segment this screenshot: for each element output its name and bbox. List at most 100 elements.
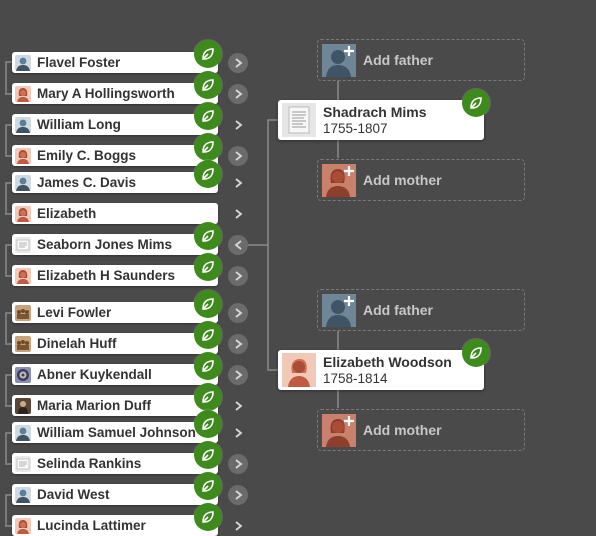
ancestor-name: Mary A Hollingsworth (37, 86, 175, 101)
male-silhouette-icon (322, 44, 356, 77)
ancestor-card-maria-marion-duff[interactable]: Maria Marion Duff (12, 395, 218, 416)
person-card-elizabeth-woodson[interactable]: Elizabeth Woodson 1758-1814 (278, 350, 484, 390)
hint-leaf-icon[interactable] (194, 352, 222, 380)
ancestor-card-william-long[interactable]: William Long (12, 114, 218, 135)
hint-leaf-icon[interactable] (194, 410, 222, 438)
ancestor-name: Seaborn Jones Mims (37, 237, 173, 252)
ancestor-name: Selinda Rankins (37, 456, 142, 471)
male-silhouette-icon (15, 174, 31, 191)
hint-leaf-icon[interactable] (194, 472, 222, 500)
ancestor-name: Levi Fowler (37, 305, 112, 320)
hint-leaf-icon[interactable] (462, 89, 490, 117)
ancestor-name: Abner Kuykendall (37, 367, 152, 382)
ancestor-name: Elizabeth (37, 206, 97, 221)
hint-leaf-icon[interactable] (194, 321, 222, 349)
add-label: Add father (363, 302, 433, 318)
document-photo-icon (282, 103, 316, 137)
hint-leaf-icon[interactable] (194, 503, 222, 531)
female-silhouette-icon (15, 147, 31, 164)
ancestor-name: William Long (37, 117, 121, 132)
expand-right-icon[interactable] (228, 453, 248, 474)
hint-leaf-icon[interactable] (194, 290, 222, 318)
male-silhouette-icon (15, 54, 31, 71)
female-silhouette-icon (282, 353, 316, 387)
ancestor-card-elizabeth-h-saunders[interactable]: Elizabeth H Saunders (12, 265, 218, 286)
collapse-left-icon[interactable] (228, 234, 248, 255)
add-mother-button[interactable]: Add mother (317, 159, 525, 201)
expand-right-icon[interactable] (228, 52, 248, 73)
expand-right-icon[interactable] (228, 396, 248, 416)
male-silhouette-icon (322, 294, 356, 327)
female-silhouette-icon (15, 267, 31, 284)
hint-leaf-icon[interactable] (194, 383, 222, 411)
add-label: Add mother (363, 422, 442, 438)
hint-leaf-icon[interactable] (194, 40, 222, 68)
hint-leaf-icon[interactable] (194, 222, 222, 250)
hint-leaf-icon[interactable] (194, 102, 222, 130)
male-silhouette-icon (15, 424, 31, 441)
female-silhouette-icon (322, 414, 356, 447)
expand-right-icon[interactable] (228, 333, 248, 354)
person-name: Shadrach Mims (323, 104, 427, 120)
person-card-shadrach-mims[interactable]: Shadrach Mims 1755-1807 (278, 100, 484, 140)
ancestor-card-selinda-rankins[interactable]: Selinda Rankins (12, 453, 218, 474)
add-father-button[interactable]: Add father (317, 39, 525, 81)
ancestor-card-william-samuel-johnson[interactable]: William Samuel Johnson (12, 422, 218, 443)
ancestor-card-levi-fowler[interactable]: Levi Fowler (12, 302, 218, 323)
ancestor-card-emily-c-boggs[interactable]: Emily C. Boggs (12, 145, 218, 166)
group-photo-icon (15, 304, 31, 321)
hint-leaf-icon[interactable] (194, 71, 222, 99)
ancestor-card-elizabeth[interactable]: Elizabeth (12, 203, 218, 224)
ancestor-card-dinelah-huff[interactable]: Dinelah Huff (12, 333, 218, 354)
female-silhouette-icon (15, 85, 31, 102)
ancestor-name: Maria Marion Duff (37, 398, 152, 413)
emblem-photo-icon (15, 366, 31, 383)
ancestor-name: Flavel Foster (37, 55, 121, 70)
hint-leaf-icon[interactable] (194, 253, 222, 281)
document-photo-icon (15, 236, 31, 253)
add-label: Add father (363, 52, 433, 68)
group-photo-icon (15, 335, 31, 352)
ancestor-card-james-c-davis[interactable]: James C. Davis (12, 172, 218, 193)
expand-right-icon[interactable] (228, 173, 248, 193)
expand-right-icon[interactable] (228, 145, 248, 166)
expand-right-icon[interactable] (228, 265, 248, 286)
add-father-button[interactable]: Add father (317, 289, 525, 331)
document-photo-icon (15, 455, 31, 472)
hint-leaf-icon[interactable] (194, 133, 222, 161)
male-silhouette-icon (15, 116, 31, 133)
expand-right-icon[interactable] (228, 516, 248, 536)
expand-right-icon[interactable] (228, 364, 248, 385)
person-lifespan: 1755-1807 (323, 121, 388, 136)
expand-right-icon[interactable] (228, 83, 248, 104)
expand-right-icon[interactable] (228, 204, 248, 224)
ancestor-name: David West (37, 487, 110, 502)
hint-leaf-icon[interactable] (194, 160, 222, 188)
ancestor-card-lucinda-lattimer[interactable]: Lucinda Lattimer (12, 515, 218, 536)
expand-right-icon[interactable] (228, 484, 248, 505)
expand-right-icon[interactable] (228, 115, 248, 135)
expand-right-icon[interactable] (228, 423, 248, 443)
ancestor-name: Lucinda Lattimer (37, 518, 146, 533)
portrait-photo-icon (15, 397, 31, 414)
ancestor-name: James C. Davis (37, 175, 137, 190)
ancestor-name: Elizabeth H Saunders (37, 268, 176, 283)
ancestor-card-flavel-foster[interactable]: Flavel Foster (12, 52, 218, 73)
ancestor-name: Dinelah Huff (37, 336, 117, 351)
ancestor-card-mary-a-hollingsworth[interactable]: Mary A Hollingsworth (12, 83, 218, 104)
ancestor-card-david-west[interactable]: David West (12, 484, 218, 505)
ancestor-card-abner-kuykendall[interactable]: Abner Kuykendall (12, 364, 218, 385)
expand-right-icon[interactable] (228, 302, 248, 323)
female-silhouette-icon (15, 205, 31, 222)
add-label: Add mother (363, 172, 442, 188)
add-mother-button[interactable]: Add mother (317, 409, 525, 451)
ancestor-card-seaborn-jones-mims[interactable]: Seaborn Jones Mims (12, 234, 218, 255)
ancestor-name: William Samuel Johnson (37, 425, 196, 440)
hint-leaf-icon[interactable] (462, 339, 490, 367)
female-silhouette-icon (15, 517, 31, 534)
ancestor-name: Emily C. Boggs (37, 148, 137, 163)
female-silhouette-icon (322, 164, 356, 197)
male-silhouette-icon (15, 486, 31, 503)
hint-leaf-icon[interactable] (194, 441, 222, 469)
